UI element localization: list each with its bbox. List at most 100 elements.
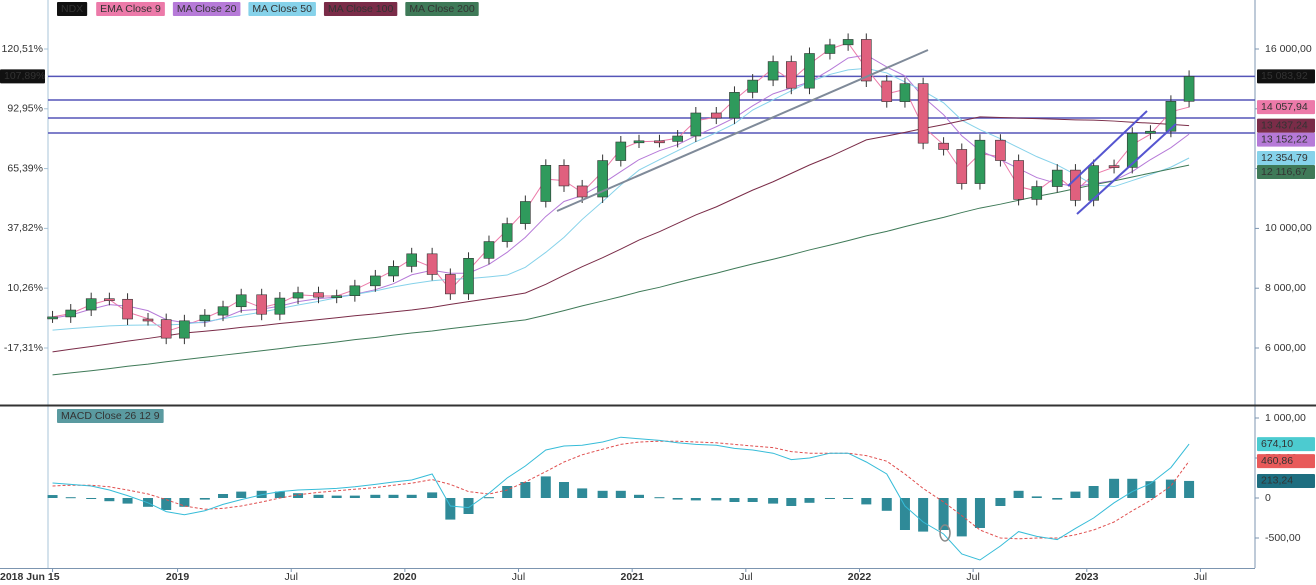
candle: [974, 139, 986, 184]
y-tick-label: -500,00: [1265, 532, 1301, 544]
candle: [785, 61, 797, 89]
candle: [1165, 101, 1177, 132]
y-tick-label: 6 000,00: [1265, 342, 1306, 354]
legend-item: MA Close 100: [323, 2, 398, 16]
histogram-bar: [161, 498, 172, 510]
last-value-label: 15 083,92: [1257, 69, 1315, 84]
macd-legend-text: MACD Close 26 12 9: [61, 410, 160, 422]
candle: [710, 112, 722, 119]
candle: [47, 316, 58, 320]
trend-line: [556, 49, 929, 212]
candle: [576, 185, 588, 198]
x-tick-label: 2023: [1075, 571, 1099, 583]
candle: [558, 165, 570, 187]
histogram-bar: [938, 498, 949, 530]
last-value-label-text: 14 057,94: [1261, 101, 1308, 113]
last-value-label-bg: [1257, 473, 1315, 488]
histogram-bar: [577, 488, 588, 498]
histogram-bar: [502, 486, 513, 498]
candle: [881, 80, 893, 102]
legend-item-text: MA Close 100: [328, 3, 394, 15]
y-tick-label: 16 000,00: [1265, 43, 1312, 55]
y-tick-label: 10 000,00: [1265, 222, 1312, 234]
last-value-label-bg: [1257, 118, 1315, 133]
histogram-bar: [711, 498, 722, 501]
histogram-bar: [1109, 478, 1120, 498]
candle: [217, 306, 229, 316]
candle: [615, 141, 627, 161]
histogram-bar: [86, 498, 97, 499]
last-value-label-bg: [1257, 150, 1315, 165]
histogram-bar: [729, 498, 740, 502]
histogram-bar: [956, 498, 967, 537]
candle: [65, 309, 77, 318]
histogram-bar: [1070, 491, 1081, 498]
legend-item: MA Close 50: [248, 2, 316, 16]
candle: [520, 201, 531, 224]
current-percent-label-text: 107,89%: [4, 70, 45, 82]
histogram-bar: [881, 498, 892, 511]
legend-item: EMA Close 9: [96, 2, 165, 16]
macd-legend: MACD Close 26 12 9: [57, 409, 164, 423]
candle: [597, 160, 608, 198]
candle: [104, 298, 115, 301]
signal-line: [52, 440, 1190, 540]
candle: [1126, 133, 1138, 168]
histogram-bar: [768, 498, 779, 504]
histogram-bar: [427, 492, 438, 498]
histogram-bar: [804, 498, 815, 503]
candle: [313, 292, 324, 298]
histogram-bar: [1013, 490, 1024, 498]
histogram-bar: [104, 498, 115, 502]
macd-legend-bg: [57, 409, 164, 423]
histogram-bar: [122, 498, 133, 504]
histogram-bar: [199, 498, 210, 500]
y2-tick-label: 10,26%: [7, 282, 43, 294]
legend-item-text: NDX: [61, 3, 83, 15]
legend-item-bg: [248, 2, 316, 16]
candle: [1145, 130, 1156, 134]
x-tick-label: Jul: [284, 571, 297, 583]
y2-tick-label: 65,39%: [7, 162, 43, 174]
histogram-bar: [179, 498, 190, 507]
candle: [956, 149, 968, 184]
last-value-label-text: 13 152,22: [1261, 133, 1308, 145]
y2-tick-label: 37,82%: [7, 222, 43, 234]
candle: [463, 258, 474, 295]
candle: [370, 275, 381, 287]
histogram-bar: [918, 498, 929, 532]
candle: [804, 53, 815, 89]
x-tick-label: 2022: [848, 571, 872, 583]
candle: [540, 165, 552, 202]
candle: [1013, 160, 1024, 200]
x-tick-label: Jul: [966, 571, 979, 583]
histogram-bar: [463, 498, 474, 514]
legend-item-text: MA Close 20: [177, 3, 237, 15]
legend-item: MA Close 20: [172, 2, 241, 16]
candle: [1031, 186, 1043, 200]
histogram-bar: [974, 498, 985, 528]
x-tick-label: Jul: [512, 571, 525, 583]
ma-line: [52, 116, 1190, 353]
candle: [672, 135, 683, 142]
histogram-bar: [483, 497, 494, 499]
last-value-label: 13 152,22: [1257, 132, 1315, 147]
last-value-label-bg: [1257, 100, 1315, 115]
candle: [160, 319, 172, 339]
macd-line: [52, 436, 1190, 561]
histogram-bar: [406, 494, 417, 498]
highlight-ellipse: [939, 524, 951, 542]
histogram-bar: [995, 498, 1006, 506]
histogram-bar: [65, 497, 76, 499]
candle: [426, 253, 438, 275]
last-value-label-text: 12 116,67: [1261, 166, 1307, 178]
candle: [1183, 76, 1195, 102]
candle: [501, 223, 513, 242]
histogram-bar: [558, 482, 569, 498]
candle: [995, 139, 1006, 161]
candle: [690, 112, 702, 137]
x-tick-label: 2020: [393, 571, 417, 583]
candle: [1088, 165, 1099, 201]
